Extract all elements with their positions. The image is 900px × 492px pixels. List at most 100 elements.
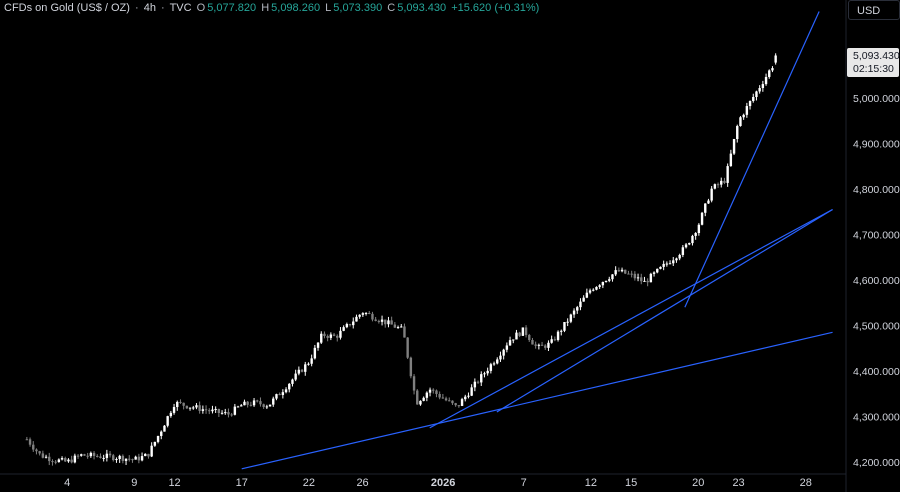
candle [297,366,301,376]
candle [60,456,64,461]
candle [694,232,697,240]
candle [540,341,544,346]
candle [288,382,291,393]
time-tick-label: 28 [800,477,812,489]
candle [585,288,589,299]
candle [310,354,313,367]
candle [112,453,115,462]
candle [489,362,493,374]
candle [598,284,601,289]
interval-label[interactable]: 4h [143,2,156,14]
candle [643,276,646,282]
candle [502,348,505,360]
candle [377,319,381,324]
candle [268,404,272,407]
candle [307,362,310,366]
candle [387,316,390,328]
time-tick-label: 26 [356,477,368,489]
candle [70,455,73,464]
candle [720,177,723,188]
candle [572,308,576,318]
candle [528,333,531,342]
candle [761,80,765,92]
time-axis[interactable]: 4 9 12 17 22 26 2026 7 12 15 20 23 28 [64,477,812,489]
candle [736,124,739,143]
candle [384,319,387,328]
candle [246,400,249,408]
candle [406,337,409,360]
candle [393,322,397,328]
price-tick-label: 4,800.000 [853,184,900,196]
open-value: 5,077.820 [207,2,257,14]
trendline[interactable] [429,208,833,429]
candle [400,324,403,328]
candle [316,342,320,351]
candle [54,459,57,465]
candle [355,314,358,322]
candle [601,281,605,289]
candle [192,405,195,410]
candle [230,412,233,417]
candle [745,102,749,118]
time-tick-label: 7 [521,477,527,489]
candle [313,344,317,360]
candle [524,325,528,338]
candle [582,295,585,302]
candle [608,276,611,283]
candle [697,223,701,236]
candle [428,387,432,397]
candle [560,329,563,336]
candle [768,69,771,79]
candle [521,327,525,336]
candle [563,322,566,333]
candlestick-series [25,53,777,466]
trendline[interactable] [684,11,820,308]
candle [320,331,323,345]
candle [342,325,345,332]
price-axis[interactable]: 4,200.000 4,300.000 4,400.000 4,500.000 4,60… [853,93,900,469]
price-tick-label: 4,400.000 [853,366,900,378]
candle [441,393,445,399]
candle [508,336,512,346]
candle [710,186,713,203]
trendline[interactable] [241,331,833,470]
candle [300,368,304,373]
candle [64,456,67,463]
candle [505,342,509,353]
candle [611,274,614,282]
candle [265,404,269,410]
high-value: 5,098.260 [271,2,321,14]
candle [624,269,627,275]
candle [646,278,649,287]
candle [358,314,361,319]
close-value: 5,093.430 [397,2,447,14]
candle [476,380,480,385]
price-tick-label: 4,500.000 [853,321,900,333]
candle [182,402,185,410]
candle [755,90,758,101]
candle [105,449,109,462]
open-label: O [196,2,206,14]
candle [345,322,349,329]
candle [748,100,752,110]
candle [275,393,278,401]
time-tick-label: 4 [64,477,70,489]
candle [166,415,169,428]
candle [115,457,118,463]
symbol-name[interactable]: CFDs on Gold (US$ / OZ) [4,2,130,14]
time-tick-label: 20 [692,477,704,489]
candle [169,410,173,418]
candle [179,399,182,404]
trendline[interactable] [496,208,833,413]
candle [665,261,669,267]
candle [352,317,355,329]
candle [364,312,368,316]
low-value: 5,073.390 [333,2,383,14]
candle [281,389,285,399]
candle [688,242,691,246]
currency-button[interactable]: USD [848,0,900,20]
candle [483,371,486,378]
candle [550,335,553,344]
candle [156,435,160,444]
